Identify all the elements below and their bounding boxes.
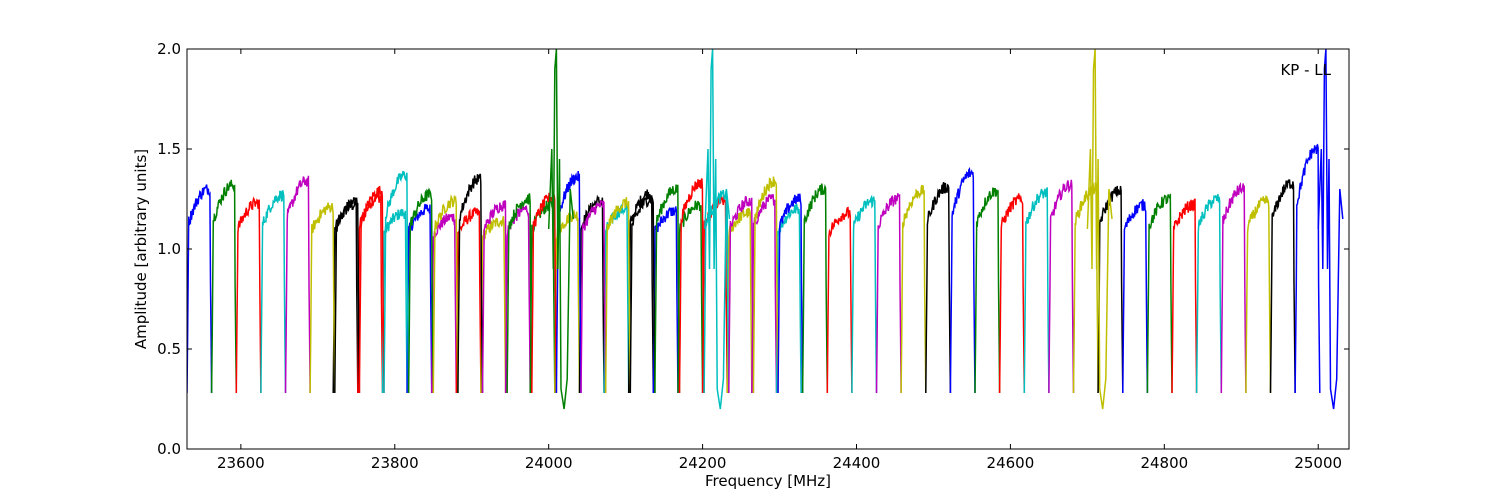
- series-line-24: [777, 193, 804, 394]
- series-line-6: [334, 197, 361, 394]
- series-line-41: [1195, 193, 1223, 394]
- series-line-44: [1269, 179, 1296, 394]
- y-tick-label-2: 1.0: [157, 240, 181, 258]
- x-tick-label-2: 24000: [525, 454, 573, 472]
- series-line-39: [1146, 193, 1173, 394]
- series-layer: [187, 49, 1344, 410]
- series-line-32: [974, 187, 1001, 394]
- x-tick-label-6: 24800: [1140, 454, 1188, 472]
- series-line-29: [900, 185, 927, 394]
- series-line-33: [998, 193, 1026, 394]
- series-line-37: [1097, 185, 1124, 394]
- series-line-8: [383, 170, 410, 394]
- series-line-105: [455, 207, 482, 394]
- series-line-116: [726, 207, 753, 394]
- series-line-19: [654, 184, 681, 394]
- y-tick-label-0: 0.0: [157, 440, 181, 458]
- series-line-16: [580, 199, 607, 394]
- series-line-43: [1245, 195, 1272, 394]
- series-line-12: [481, 200, 508, 394]
- series-line-2: [235, 196, 262, 394]
- series-line-36: [1072, 182, 1099, 394]
- series-line-117: [751, 193, 778, 394]
- series-line-28: [875, 193, 902, 394]
- ticks-layer: 23600 23800 24000 24200 24400 24600 24800 25000…: [157, 40, 1349, 472]
- x-tick-label-7: 25000: [1294, 454, 1342, 472]
- y-tick-label-1: 0.5: [157, 340, 181, 358]
- spike-line-1: [704, 49, 731, 410]
- series-line-38: [1122, 199, 1149, 394]
- series-line-45: [1294, 143, 1321, 394]
- chart-annotation: KP - LL: [1280, 61, 1331, 79]
- series-line-3: [260, 190, 287, 394]
- series-line-31: [949, 166, 976, 394]
- series-line-7: [358, 185, 385, 394]
- series-line-23: [752, 176, 779, 394]
- series-line-106: [480, 216, 507, 394]
- x-tick-label-0: 23600: [217, 454, 265, 472]
- spike-line-3: [1317, 49, 1344, 410]
- series-line-4: [284, 175, 311, 394]
- series-line-104: [430, 213, 458, 394]
- x-tick-label-3: 24200: [679, 454, 727, 472]
- series-line-102: [381, 208, 408, 394]
- x-tick-label-5: 24600: [987, 454, 1035, 472]
- spike-line-0: [547, 49, 575, 410]
- x-tick-label-4: 24400: [833, 454, 881, 472]
- series-line-112: [627, 189, 655, 394]
- series-line-27: [851, 194, 878, 394]
- series-line-9: [407, 187, 435, 394]
- series-line-5: [309, 202, 336, 394]
- series-line-0: [187, 184, 213, 394]
- spike-line-2: [1086, 49, 1113, 410]
- series-line-17: [604, 197, 632, 394]
- series-line-10: [432, 194, 459, 394]
- series-line-1: [210, 179, 238, 394]
- series-line-30: [925, 181, 952, 394]
- series-line-25: [801, 183, 829, 394]
- y-tick-label-4: 2.0: [157, 40, 181, 58]
- series-line-26: [826, 206, 853, 394]
- series-line-40: [1171, 198, 1198, 394]
- series-line-18: [629, 195, 656, 394]
- y-axis-label: Amplitude [arbitrary units]: [132, 149, 150, 349]
- series-line-42: [1220, 181, 1247, 394]
- series-line-11: [457, 173, 484, 394]
- series-line-35: [1048, 179, 1075, 394]
- series-line-13: [506, 193, 533, 394]
- series-line-22: [728, 196, 755, 394]
- x-tick-label-1: 23800: [371, 454, 419, 472]
- series-line-34: [1023, 187, 1050, 394]
- x-axis-label: Frequency [MHz]: [705, 472, 831, 490]
- y-tick-label-3: 1.5: [157, 140, 181, 158]
- series-line-113: [652, 206, 679, 394]
- series-line-20: [678, 178, 705, 394]
